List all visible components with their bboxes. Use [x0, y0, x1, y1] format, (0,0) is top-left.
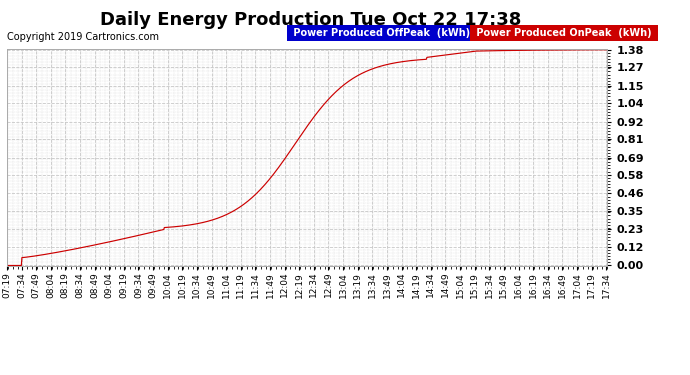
Text: Power Produced OffPeak  (kWh): Power Produced OffPeak (kWh)	[290, 28, 473, 38]
Text: Copyright 2019 Cartronics.com: Copyright 2019 Cartronics.com	[7, 32, 159, 42]
Text: Daily Energy Production Tue Oct 22 17:38: Daily Energy Production Tue Oct 22 17:38	[100, 11, 521, 29]
Text: Power Produced OnPeak  (kWh): Power Produced OnPeak (kWh)	[473, 28, 655, 38]
